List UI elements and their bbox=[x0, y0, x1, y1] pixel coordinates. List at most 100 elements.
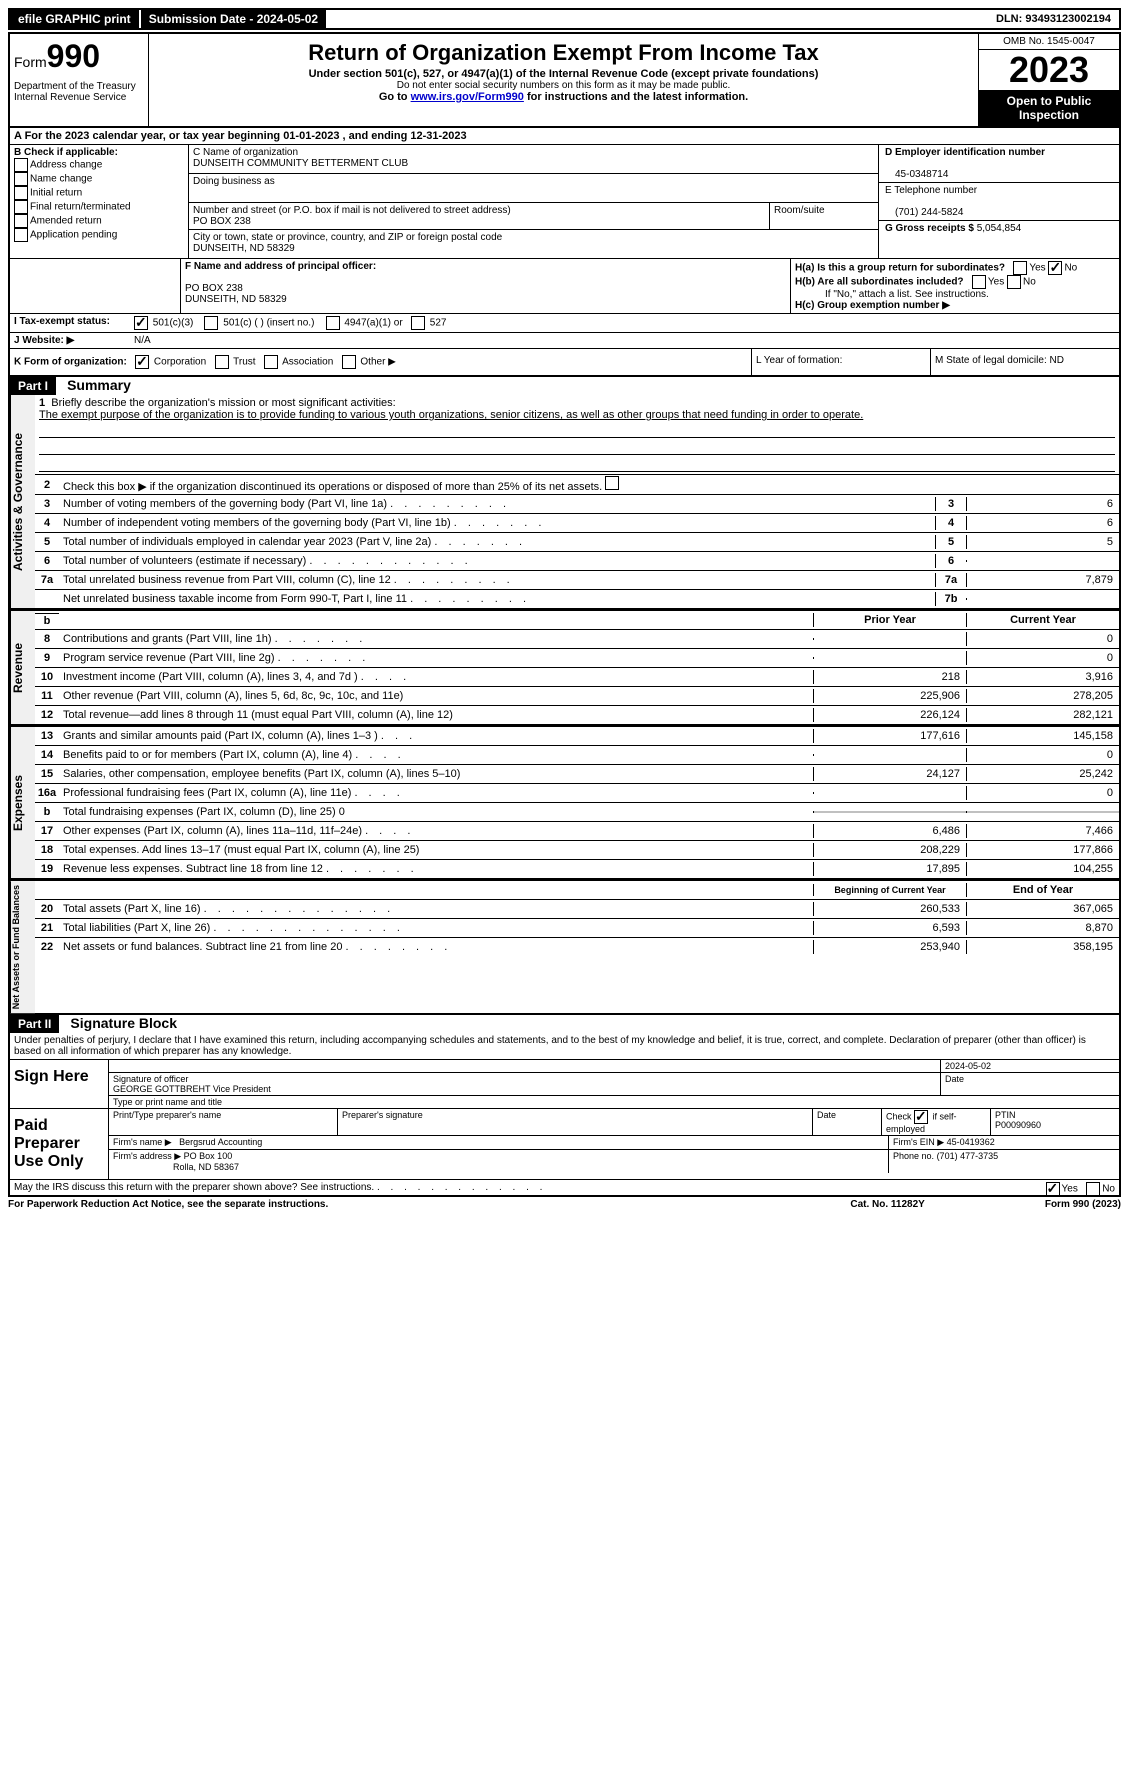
l21-prior: 6,593 bbox=[813, 921, 966, 935]
discuss-no[interactable] bbox=[1086, 1182, 1100, 1196]
l12-prior: 226,124 bbox=[813, 708, 966, 722]
l14-text: Benefits paid to or for members (Part IX… bbox=[63, 749, 352, 761]
dept-text: Department of the Treasury Internal Reve… bbox=[14, 81, 144, 103]
self-emp-text: Check bbox=[886, 1112, 914, 1122]
dba-label: Doing business as bbox=[193, 176, 275, 187]
subtitle-3: Go to www.irs.gov/Form990 for instructio… bbox=[153, 91, 974, 103]
efile-button[interactable]: efile GRAPHIC print bbox=[10, 10, 141, 28]
footer-left: For Paperwork Reduction Act Notice, see … bbox=[8, 1199, 328, 1210]
cb-trust[interactable] bbox=[215, 355, 229, 369]
l18-text: Total expenses. Add lines 13–17 (must eq… bbox=[59, 843, 813, 857]
l4-text: Number of independent voting members of … bbox=[63, 517, 451, 529]
footer: For Paperwork Reduction Act Notice, see … bbox=[8, 1197, 1121, 1210]
firm-ein-label: Firm's EIN ▶ bbox=[893, 1137, 944, 1147]
ptin-label: PTIN bbox=[995, 1110, 1016, 1120]
topbar: efile GRAPHIC print Submission Date - 20… bbox=[8, 8, 1121, 30]
section-f: F Name and address of principal officer:… bbox=[181, 259, 790, 313]
l11-prior: 225,906 bbox=[813, 689, 966, 703]
cb-527[interactable] bbox=[411, 316, 425, 330]
l6-val bbox=[966, 560, 1119, 562]
label-amended: Amended return bbox=[30, 216, 102, 227]
year-formation: L Year of formation: bbox=[751, 349, 930, 375]
state-domicile: M State of legal domicile: ND bbox=[930, 349, 1119, 375]
l16a-prior bbox=[813, 792, 966, 794]
discuss-yes[interactable] bbox=[1046, 1182, 1060, 1196]
l7a-val: 7,879 bbox=[966, 573, 1119, 587]
l2-cb[interactable] bbox=[605, 476, 619, 490]
cb-501c[interactable] bbox=[204, 316, 218, 330]
checkbox-name[interactable] bbox=[14, 172, 28, 186]
checkbox-address[interactable] bbox=[14, 158, 28, 172]
ha-yes[interactable] bbox=[1013, 261, 1027, 275]
checkbox-initial[interactable] bbox=[14, 186, 28, 200]
tax-year: 2023 bbox=[979, 50, 1119, 90]
opt-4947: 4947(a)(1) or bbox=[344, 318, 402, 329]
l21-cur: 8,870 bbox=[966, 921, 1119, 935]
subtitle-1: Under section 501(c), 527, or 4947(a)(1)… bbox=[153, 68, 974, 80]
sign-date: 2024-05-02 bbox=[941, 1060, 1119, 1072]
l17-prior: 6,486 bbox=[813, 824, 966, 838]
cb-assoc[interactable] bbox=[264, 355, 278, 369]
form-org-label: K Form of organization: bbox=[14, 357, 127, 368]
info-grid: B Check if applicable: Address change Na… bbox=[8, 145, 1121, 259]
city: DUNSEITH, ND 58329 bbox=[193, 243, 295, 254]
gross-label: G Gross receipts $ bbox=[885, 223, 974, 234]
fgh-spacer bbox=[10, 259, 181, 313]
part1-exp: Expenses 13Grants and similar amounts pa… bbox=[8, 726, 1121, 880]
l1-label: Briefly describe the organization's miss… bbox=[51, 397, 395, 409]
col-prior: Prior Year bbox=[813, 613, 966, 627]
cb-corp[interactable] bbox=[135, 355, 149, 369]
tab-net-assets: Net Assets or Fund Balances bbox=[10, 881, 35, 1013]
dln-text: DLN: 93493123002194 bbox=[988, 11, 1119, 27]
street: PO BOX 238 bbox=[193, 216, 251, 227]
l7b-val bbox=[966, 598, 1119, 600]
hb-yes[interactable] bbox=[972, 275, 986, 289]
part1-rev: Revenue bPrior YearCurrent Year 8Contrib… bbox=[8, 610, 1121, 726]
header-left: Form990 Department of the Treasury Inter… bbox=[10, 34, 149, 126]
website-label: J Website: ▶ bbox=[10, 333, 130, 348]
ha-no[interactable] bbox=[1048, 261, 1062, 275]
prep-sig-label: Preparer's signature bbox=[338, 1109, 813, 1135]
cb-4947[interactable] bbox=[326, 316, 340, 330]
ein-label: D Employer identification number bbox=[885, 147, 1045, 158]
part1-gov: Activities & Governance 1 Briefly descri… bbox=[8, 395, 1121, 610]
l18-cur: 177,866 bbox=[966, 843, 1119, 857]
checkbox-pending[interactable] bbox=[14, 228, 28, 242]
firm-addr2: Rolla, ND 58367 bbox=[173, 1162, 239, 1172]
section-b-label: B Check if applicable: bbox=[14, 147, 118, 158]
l22-prior: 253,940 bbox=[813, 940, 966, 954]
l10-cur: 3,916 bbox=[966, 670, 1119, 684]
cb-self-emp[interactable] bbox=[914, 1110, 928, 1124]
discuss-text: May the IRS discuss this return with the… bbox=[14, 1182, 374, 1193]
row-klm: K Form of organization: Corporation Trus… bbox=[8, 349, 1121, 377]
tab-expenses: Expenses bbox=[10, 727, 35, 878]
firm-addr-label: Firm's address ▶ bbox=[113, 1151, 181, 1161]
l19-text: Revenue less expenses. Subtract line 18 … bbox=[63, 863, 323, 875]
cb-501c3[interactable] bbox=[134, 316, 148, 330]
label-address: Address change bbox=[30, 160, 102, 171]
ein-value: 45-0348714 bbox=[885, 169, 948, 180]
form-header: Form990 Department of the Treasury Inter… bbox=[8, 32, 1121, 128]
checkbox-final[interactable] bbox=[14, 200, 28, 214]
l20-text: Total assets (Part X, line 16) bbox=[63, 903, 201, 915]
l3-text: Number of voting members of the governin… bbox=[63, 498, 387, 510]
opt-501c3: 501(c)(3) bbox=[153, 318, 194, 329]
l22-text: Net assets or fund balances. Subtract li… bbox=[63, 941, 342, 953]
label-initial: Initial return bbox=[30, 188, 82, 199]
cb-other[interactable] bbox=[342, 355, 356, 369]
part2-header: Part II bbox=[10, 1015, 59, 1033]
checkbox-amended[interactable] bbox=[14, 214, 28, 228]
ptin-value: P00090960 bbox=[995, 1120, 1041, 1130]
footer-mid: Cat. No. 11282Y bbox=[850, 1199, 924, 1210]
header-mid: Return of Organization Exempt From Incom… bbox=[149, 34, 978, 126]
info-right: D Employer identification number 45-0348… bbox=[878, 145, 1119, 258]
l2-text: Check this box ▶ if the organization dis… bbox=[63, 481, 602, 493]
hb-no[interactable] bbox=[1007, 275, 1021, 289]
col-end: End of Year bbox=[966, 883, 1119, 897]
officer-addr1: PO BOX 238 bbox=[185, 283, 243, 294]
irs-link[interactable]: www.irs.gov/Form990 bbox=[411, 91, 524, 103]
part2-title: Signature Block bbox=[62, 1015, 177, 1031]
firm-name-label: Firm's name ▶ bbox=[113, 1137, 172, 1147]
submission-button[interactable]: Submission Date - 2024-05-02 bbox=[141, 10, 328, 28]
org-name-label: C Name of organization bbox=[193, 147, 298, 158]
